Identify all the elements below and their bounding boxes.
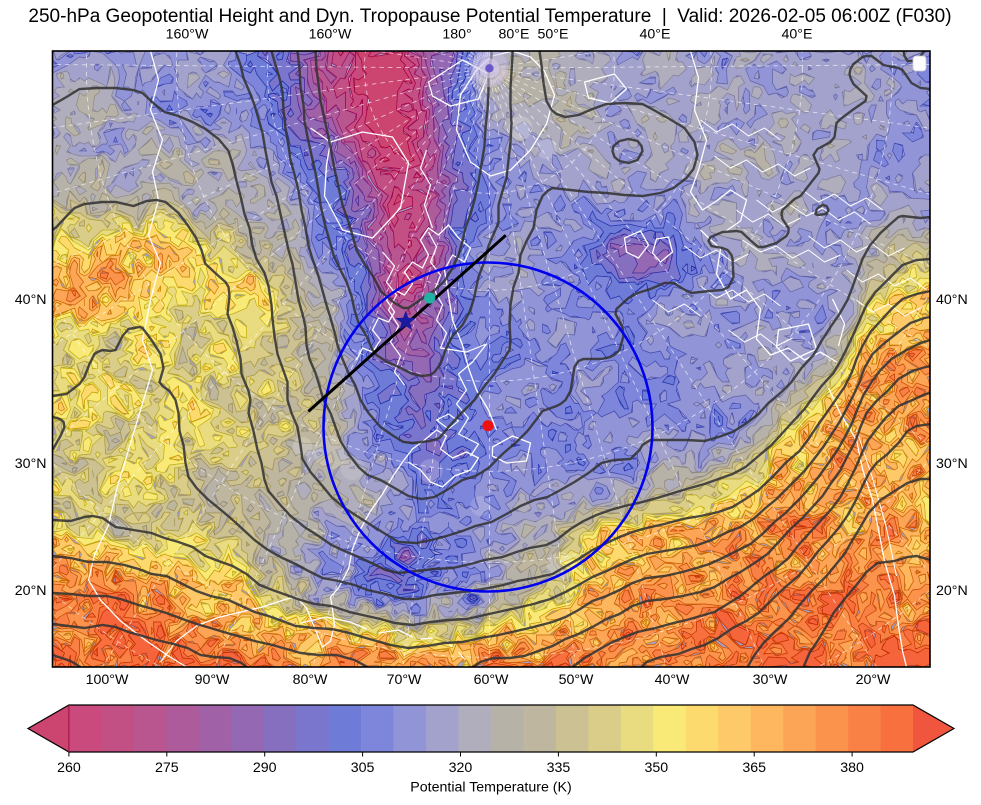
svg-text:160°W: 160°W (166, 27, 209, 43)
svg-text:30°W: 30°W (753, 672, 788, 688)
svg-text:40°N: 40°N (15, 292, 47, 308)
svg-text:365: 365 (742, 760, 766, 776)
svg-text:70°W: 70°W (387, 672, 422, 688)
svg-text:40°W: 40°W (655, 672, 690, 688)
svg-text:180°: 180° (442, 27, 471, 43)
svg-text:260: 260 (57, 760, 81, 776)
svg-text:30°N: 30°N (936, 456, 968, 472)
svg-text:Potential Temperature (K): Potential Temperature (K) (410, 780, 571, 796)
svg-text:250-hPa Geopotential Height an: 250-hPa Geopotential Height and Dyn. Tro… (28, 6, 951, 27)
svg-text:80°W: 80°W (293, 672, 328, 688)
svg-text:40°E: 40°E (640, 27, 671, 43)
svg-text:80°E: 80°E (499, 27, 530, 43)
svg-text:90°W: 90°W (195, 672, 230, 688)
svg-text:100°W: 100°W (86, 672, 129, 688)
svg-text:275: 275 (155, 760, 179, 776)
svg-text:50°W: 50°W (559, 672, 594, 688)
svg-text:20°W: 20°W (856, 672, 891, 688)
svg-text:20°N: 20°N (15, 583, 47, 599)
svg-text:30°N: 30°N (15, 456, 47, 472)
svg-text:290: 290 (253, 760, 277, 776)
svg-text:40°E: 40°E (782, 27, 813, 43)
svg-text:335: 335 (547, 760, 571, 776)
svg-text:60°W: 60°W (474, 672, 509, 688)
svg-text:40°N: 40°N (936, 292, 968, 308)
svg-text:305: 305 (351, 760, 375, 776)
svg-text:350: 350 (644, 760, 668, 776)
svg-text:20°N: 20°N (936, 583, 968, 599)
svg-text:320: 320 (449, 760, 473, 776)
svg-text:160°W: 160°W (309, 27, 352, 43)
svg-text:380: 380 (840, 760, 864, 776)
svg-text:50°E: 50°E (538, 27, 569, 43)
